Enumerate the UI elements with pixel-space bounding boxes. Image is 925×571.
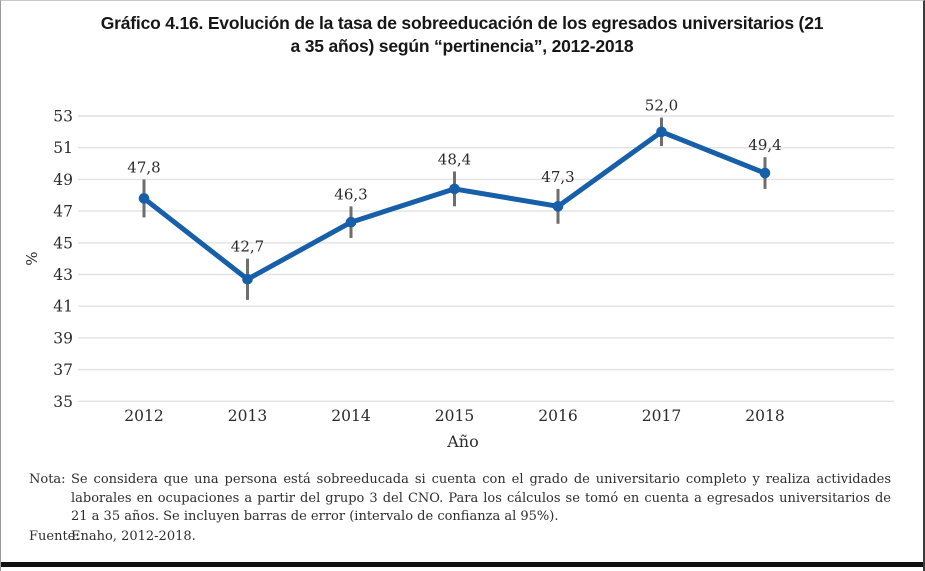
data-value-labels: 47,8 42,7 46,3 48,4 47,3 52,0 49,4 [127, 97, 781, 256]
y-tick-label: 41 [53, 298, 73, 316]
y-tick-label: 39 [53, 329, 73, 347]
x-tick-label: 2014 [331, 407, 371, 425]
fuente-label: Fuente: [29, 528, 80, 544]
y-tick-label: 35 [53, 393, 73, 411]
y-axis-tick-labels: 35 37 39 41 43 45 47 49 51 53 [53, 108, 73, 411]
data-point [552, 201, 564, 212]
x-tick-label: 2012 [124, 407, 163, 425]
data-point [449, 183, 460, 195]
chart-title-line2: a 35 años) según “pertinencia”, 2012-201… [290, 36, 634, 56]
x-tick-label: 2018 [745, 407, 784, 425]
data-point [345, 216, 357, 228]
y-tick-label: 51 [53, 139, 73, 157]
x-tick-label: 2017 [642, 407, 681, 425]
x-tick-label: 2013 [228, 407, 267, 425]
y-tick-label: 47 [53, 203, 73, 221]
y-axis-label: % [23, 252, 41, 266]
y-tick-label: 43 [53, 266, 73, 284]
notes-block: Nota: Se considera que una persona está … [29, 471, 891, 546]
x-axis-label: Año [446, 432, 479, 451]
data-point [138, 193, 150, 204]
fuente-text: Enaho, 2012-2018. [71, 528, 196, 544]
data-value-label: 48,4 [438, 150, 471, 168]
y-tick-label: 53 [53, 108, 73, 126]
nota-text: Se considera que una persona está sobree… [71, 472, 891, 525]
data-value-label: 46,3 [334, 185, 367, 203]
chart-title: Gráfico 4.16. Evolución de la tasa de so… [1, 12, 923, 58]
data-value-label: 42,7 [231, 238, 264, 256]
data-value-label: 49,4 [748, 136, 781, 154]
data-point [242, 273, 253, 285]
y-tick-label: 37 [53, 361, 73, 379]
page-bottom-rule [1, 562, 923, 567]
x-axis-tick-labels: 2012 2013 2014 2015 2016 2017 2018 [124, 407, 784, 425]
x-tick-label: 2016 [538, 407, 577, 425]
data-value-label: 52,0 [645, 97, 678, 115]
nota-label: Nota: [29, 472, 66, 487]
data-point [759, 167, 771, 179]
y-tick-label: 45 [53, 234, 73, 252]
x-tick-label: 2015 [435, 407, 474, 425]
data-value-label: 47,3 [541, 168, 574, 186]
gridlines [78, 115, 894, 402]
data-point [656, 126, 667, 138]
data-point-markers [138, 126, 771, 285]
chart-title-line1: Gráfico 4.16. Evolución de la tasa de so… [100, 13, 824, 33]
y-tick-label: 49 [53, 171, 73, 189]
data-value-label: 47,8 [127, 158, 160, 176]
